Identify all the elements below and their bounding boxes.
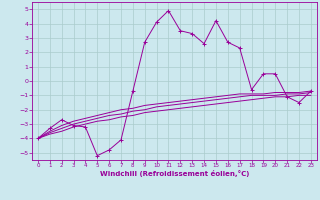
X-axis label: Windchill (Refroidissement éolien,°C): Windchill (Refroidissement éolien,°C) bbox=[100, 170, 249, 177]
